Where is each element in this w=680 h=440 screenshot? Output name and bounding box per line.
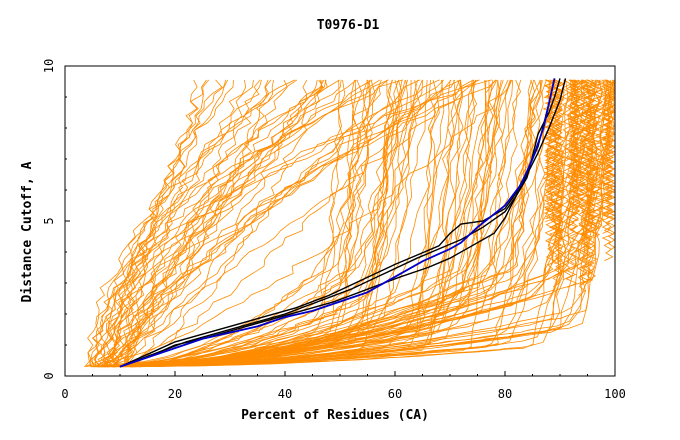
- model-curve: [125, 79, 403, 368]
- model-curve: [100, 79, 340, 367]
- model-curve: [102, 79, 547, 368]
- model-curve: [542, 79, 556, 220]
- model-curve: [91, 79, 394, 368]
- y-tick-label: 0: [42, 372, 56, 379]
- model-curve: [134, 79, 498, 368]
- model-curve: [113, 79, 501, 368]
- model-curve: [602, 79, 616, 219]
- model-curve: [122, 79, 496, 368]
- model-curve: [112, 79, 497, 367]
- model-curve: [601, 79, 614, 200]
- x-axis-label: Percent of Residues (CA): [241, 408, 429, 423]
- model-curve: [109, 79, 380, 367]
- model-curve: [104, 79, 328, 367]
- model-curve: [129, 79, 511, 368]
- chart-title: T0976-D1: [317, 18, 380, 33]
- model-curve: [124, 79, 370, 368]
- model-curve: [107, 79, 539, 368]
- model-curve: [92, 79, 615, 368]
- model-curve: [105, 79, 382, 368]
- series-line-0: [119, 78, 556, 368]
- y-axis-label: Distance Cutoff, A: [20, 161, 35, 302]
- model-curve: [98, 79, 478, 368]
- model-curve: [543, 79, 558, 222]
- model-curve: [111, 79, 522, 368]
- model-curve: [115, 79, 323, 368]
- model-curve: [551, 79, 566, 243]
- model-curve: [584, 79, 598, 281]
- model-curve: [564, 79, 578, 288]
- model-curve: [125, 79, 509, 368]
- model-curve: [84, 79, 296, 367]
- model-curve: [112, 79, 198, 368]
- model-curve: [130, 79, 452, 368]
- model-curve: [106, 79, 327, 367]
- model-curve: [96, 79, 229, 368]
- model-curve: [99, 79, 499, 368]
- model-curve: [112, 79, 373, 367]
- model-curve: [96, 79, 614, 368]
- model-curve: [105, 79, 393, 368]
- x-tick-label: 60: [388, 387, 402, 401]
- model-curve: [128, 79, 569, 368]
- model-curve: [121, 79, 586, 368]
- model-curve: [129, 79, 584, 368]
- model-curve: [139, 79, 478, 368]
- x-tick-label: 80: [498, 387, 512, 401]
- model-curve: [89, 79, 262, 367]
- model-curve: [133, 79, 451, 368]
- model-curve: [577, 79, 591, 286]
- model-curve: [92, 79, 565, 368]
- highlight-series-curves: [119, 78, 567, 368]
- model-curve: [599, 79, 613, 234]
- model-curve: [112, 79, 210, 367]
- series-line-4: [119, 78, 561, 368]
- model-curve: [86, 79, 274, 368]
- model-curve: [94, 79, 298, 367]
- x-tick-label: 40: [278, 387, 292, 401]
- model-curve: [101, 79, 522, 368]
- model-curve: [121, 79, 371, 368]
- model-curve: [116, 79, 308, 368]
- model-curve: [103, 79, 554, 368]
- background-model-curves: [84, 79, 616, 368]
- model-curve: [122, 79, 318, 367]
- model-curve: [119, 79, 494, 368]
- model-curve: [102, 79, 464, 368]
- y-tick-label: 5: [42, 217, 56, 224]
- model-curve: [108, 79, 272, 368]
- x-tick-label: 20: [168, 387, 182, 401]
- model-curve: [92, 79, 346, 368]
- model-curve: [551, 79, 565, 265]
- model-curve: [112, 79, 423, 368]
- x-tick-label: 100: [604, 387, 626, 401]
- y-tick-label: 10: [42, 59, 56, 73]
- model-curve: [102, 79, 440, 368]
- model-curve: [560, 79, 573, 281]
- model-curve: [605, 79, 616, 252]
- model-curve: [110, 79, 342, 368]
- model-curve: [566, 79, 580, 237]
- model-curve: [135, 79, 437, 368]
- model-curve: [125, 79, 444, 367]
- model-curve: [121, 79, 389, 367]
- model-curve: [115, 79, 409, 368]
- x-tick-label: 0: [61, 387, 68, 401]
- model-curve: [94, 79, 247, 367]
- model-curve: [97, 79, 323, 367]
- model-curve: [104, 79, 463, 368]
- model-curve: [114, 79, 477, 368]
- model-curve: [108, 79, 399, 368]
- model-curve: [115, 79, 601, 368]
- model-curve: [123, 79, 234, 367]
- axis-ticks: 0 20 40 60 80 100 0 5 10: [42, 59, 626, 401]
